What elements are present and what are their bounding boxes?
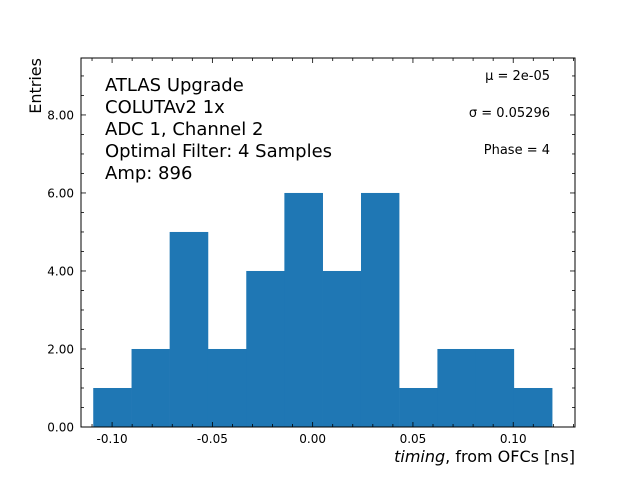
annotation-left: Optimal Filter: 4 Samples (105, 141, 332, 162)
histogram-bar (475, 348, 515, 427)
x-axis-label: timing, from OFCs [ns] (394, 447, 575, 466)
histogram-bar (207, 348, 247, 427)
x-tick-label: 0.10 (500, 432, 527, 446)
x-tick-label: -0.10 (97, 432, 128, 446)
histogram-bar (246, 270, 285, 427)
info-text-right: μ = 2e-05 σ = 0.05296 Phase = 4 (469, 69, 550, 158)
annotation-left: Amp: 896 (105, 163, 192, 184)
histogram-bar (360, 192, 400, 427)
info-text-left: ATLAS Upgrade COLUTAv2 1x ADC 1, Channel… (105, 75, 332, 184)
y-axis-label: Entries (26, 58, 45, 114)
x-tick-label: -0.05 (197, 432, 228, 446)
annotation-left: ATLAS Upgrade (105, 75, 244, 96)
y-tick-label: 8.00 (47, 108, 74, 122)
x-tick-label: 0.05 (400, 432, 427, 446)
bars (93, 192, 553, 427)
y-tick-labels: 0.00 2.00 4.00 6.00 8.00 (47, 108, 74, 434)
x-tick-label: 0.00 (299, 432, 326, 446)
histogram-bar (437, 348, 477, 427)
y-tick-label: 2.00 (47, 342, 74, 356)
annotation-left: ADC 1, Channel 2 (105, 119, 263, 140)
y-tick-label: 6.00 (47, 186, 74, 200)
annotation-sigma: σ = 0.05296 (469, 106, 550, 121)
histogram-bar (169, 231, 209, 427)
y-tick-label: 4.00 (47, 264, 74, 278)
histogram-bar (131, 348, 170, 427)
annotation-phase: Phase = 4 (484, 143, 550, 158)
x-tick-labels: -0.10 -0.05 0.00 0.05 0.10 (97, 432, 527, 446)
histogram-bar (284, 192, 323, 427)
axes-frame (80, 57, 576, 428)
histogram-bar (322, 270, 362, 427)
histogram-bar (513, 387, 553, 427)
histogram-bar (399, 387, 438, 427)
annotation-mu: μ = 2e-05 (485, 69, 550, 84)
histogram-bar (93, 387, 132, 427)
annotation-left: COLUTAv2 1x (105, 97, 225, 118)
y-tick-label: 0.00 (47, 421, 74, 435)
